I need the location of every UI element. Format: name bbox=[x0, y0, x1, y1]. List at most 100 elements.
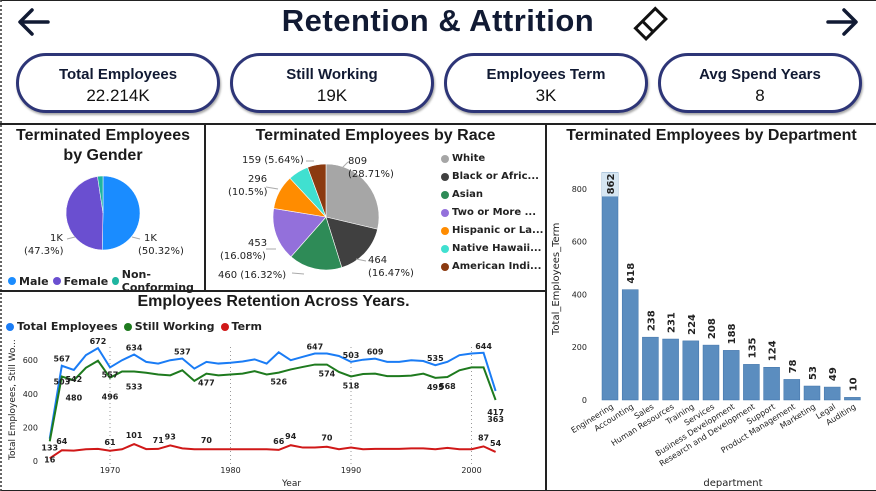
kpi-still-working: Still Working 19K bbox=[230, 53, 434, 113]
divider bbox=[0, 123, 876, 125]
legend-item[interactable]: Native Hawaii... bbox=[441, 243, 543, 254]
divider bbox=[204, 123, 206, 291]
legend-label: White bbox=[452, 153, 486, 164]
gender-pie-chart: 1K (50.32%) 1K (47.3%) bbox=[24, 175, 184, 257]
x-tick-label: 1990 bbox=[341, 466, 361, 475]
data-label: 460 (16.32%) bbox=[218, 270, 286, 281]
x-axis-title: Year bbox=[281, 479, 301, 489]
bar-value-label: 224 bbox=[687, 314, 698, 335]
data-label: 526 bbox=[270, 378, 287, 387]
gender-pie-panel: Terminated Employees by Gender 1K (50.32%… bbox=[2, 125, 204, 294]
y-axis-title: Total Employees, Still Wo... bbox=[8, 339, 18, 461]
legend-item[interactable]: Term bbox=[220, 320, 262, 333]
legend-item[interactable]: Hispanic or La... bbox=[441, 225, 543, 236]
legend-dot bbox=[441, 226, 449, 235]
y-tick-label: 400 bbox=[23, 390, 38, 399]
data-label: 64 bbox=[56, 437, 68, 446]
y-tick-label: 0 bbox=[33, 457, 38, 466]
data-label: 537 bbox=[174, 348, 191, 357]
bar-value-label: 78 bbox=[788, 359, 799, 373]
kpi-value: 3K bbox=[535, 86, 557, 105]
legend-dot bbox=[441, 190, 449, 199]
eraser-icon bbox=[633, 6, 668, 41]
data-label: (16.08%) bbox=[220, 251, 266, 262]
data-label: 557 bbox=[102, 370, 119, 379]
legend-item[interactable]: Total Employees bbox=[6, 320, 118, 333]
data-label: 542 bbox=[65, 375, 82, 384]
legend-item[interactable]: Asian bbox=[441, 189, 543, 200]
bar-value-label: 862 bbox=[606, 174, 617, 195]
kpi-value: 19K bbox=[316, 86, 348, 105]
data-label: 809 bbox=[348, 156, 367, 167]
legend-item[interactable]: Two or More ... bbox=[441, 207, 543, 218]
legend-label: Hispanic or La... bbox=[452, 225, 544, 236]
legend-item[interactable]: Still Working bbox=[123, 320, 215, 333]
legend-dot bbox=[52, 277, 61, 285]
back-button[interactable] bbox=[16, 6, 52, 38]
retention-line-chart: 1970 1980 1990 2000 0 200 400 600 Total Employee… bbox=[8, 337, 504, 489]
data-label: 70 bbox=[201, 436, 213, 445]
data-label: 101 bbox=[126, 431, 143, 440]
bar-services bbox=[702, 344, 720, 401]
data-label: 133 bbox=[41, 444, 58, 453]
bar-value-label: 135 bbox=[747, 337, 758, 358]
pie-slice bbox=[325, 163, 380, 230]
pie-slice-male bbox=[102, 175, 141, 251]
data-label: 518 bbox=[343, 381, 360, 390]
forward-button[interactable] bbox=[824, 6, 860, 38]
legend-label: Native Hawaii... bbox=[452, 243, 542, 254]
gender-chart-title-2: by Gender bbox=[63, 147, 143, 164]
clear-filters-button[interactable] bbox=[630, 4, 672, 44]
legend-item-female[interactable]: Female bbox=[52, 268, 109, 294]
legend-dot bbox=[441, 154, 449, 163]
legend-dot bbox=[441, 172, 449, 181]
department-bar-panel: Terminated Employees by Department Total… bbox=[547, 125, 876, 491]
page-title: Retention & Attrition bbox=[281, 3, 595, 38]
data-label: (10.5%) bbox=[228, 187, 268, 198]
legend-dot bbox=[112, 277, 119, 285]
data-label: 94 bbox=[285, 432, 297, 441]
x-tick-label: 1980 bbox=[220, 466, 240, 475]
line-still-working bbox=[48, 359, 497, 442]
y-tick-label: 200 bbox=[572, 343, 587, 352]
gender-chart-title: Terminated Employees bbox=[16, 127, 190, 144]
legend-item[interactable]: Black or Afric... bbox=[441, 171, 543, 182]
legend-label: Non-Conforming bbox=[121, 268, 194, 294]
data-label: 535 bbox=[427, 354, 444, 363]
y-axis-title: Total_Employees_Term bbox=[551, 223, 562, 336]
bar-human-resources bbox=[662, 338, 679, 401]
bar-product-management bbox=[783, 379, 801, 401]
bar-value-label: 231 bbox=[667, 312, 678, 333]
pie-slice bbox=[307, 163, 327, 218]
kpi-total-employees: Total Employees 22.214K bbox=[16, 53, 220, 113]
bar-legal bbox=[823, 386, 841, 401]
pie-slice-female bbox=[65, 176, 104, 251]
leader-line bbox=[131, 236, 141, 240]
data-label: 464 bbox=[368, 255, 387, 266]
data-label: 480 bbox=[65, 393, 82, 402]
legend-item-non-conforming[interactable]: Non-Conforming bbox=[112, 268, 204, 294]
legend-item[interactable]: White bbox=[441, 153, 543, 164]
legend-label: Female bbox=[63, 274, 109, 288]
arrow-right-icon bbox=[826, 8, 858, 36]
race-chart-title: Terminated Employees by Race bbox=[255, 127, 496, 144]
bar-support bbox=[763, 367, 780, 401]
department-chart-title: Terminated Employees by Department bbox=[566, 127, 857, 144]
bar-value-label: 418 bbox=[626, 263, 637, 284]
pie-slice-non-conforming bbox=[97, 175, 104, 214]
legend-item-male[interactable]: Male bbox=[8, 268, 49, 294]
y-tick-label: 800 bbox=[572, 185, 587, 194]
data-label: 568 bbox=[439, 382, 456, 391]
bar-engineering bbox=[601, 172, 619, 401]
bar-research-and-development bbox=[743, 364, 760, 401]
legend-label: Total Employees bbox=[17, 320, 118, 333]
retention-legend: Total Employees Still Working Term bbox=[6, 320, 268, 333]
bar-value-label: 208 bbox=[707, 318, 718, 339]
legend-item[interactable]: American Indi... bbox=[441, 261, 543, 272]
gender-legend: Male Female Non-Conforming bbox=[8, 268, 204, 294]
leader-line bbox=[265, 186, 279, 190]
legend-dot bbox=[441, 244, 449, 253]
data-label-male-pct: (50.32%) bbox=[138, 246, 184, 257]
data-label: 647 bbox=[306, 342, 323, 351]
bar-value-label: 188 bbox=[727, 323, 738, 344]
